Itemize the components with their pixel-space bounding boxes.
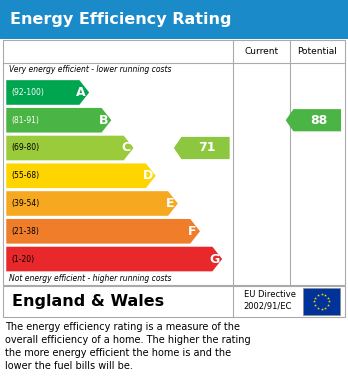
- Text: lower the fuel bills will be.: lower the fuel bills will be.: [5, 361, 133, 371]
- Text: (39-54): (39-54): [11, 199, 40, 208]
- Polygon shape: [6, 136, 134, 160]
- Polygon shape: [286, 109, 341, 131]
- Text: England & Wales: England & Wales: [12, 294, 164, 309]
- Text: overall efficiency of a home. The higher the rating: overall efficiency of a home. The higher…: [5, 335, 251, 345]
- Text: G: G: [209, 253, 219, 265]
- Bar: [3, 286, 345, 317]
- Text: D: D: [143, 169, 153, 182]
- Polygon shape: [174, 137, 230, 159]
- Text: Very energy efficient - lower running costs: Very energy efficient - lower running co…: [9, 65, 171, 74]
- Text: (69-80): (69-80): [11, 143, 40, 152]
- Text: 88: 88: [310, 114, 327, 127]
- Text: B: B: [98, 114, 108, 127]
- Text: Current: Current: [244, 47, 279, 56]
- Bar: [303, 288, 340, 315]
- Text: Not energy efficient - higher running costs: Not energy efficient - higher running co…: [9, 274, 171, 283]
- Text: (21-38): (21-38): [11, 227, 39, 236]
- Polygon shape: [6, 108, 111, 133]
- Text: (92-100): (92-100): [11, 88, 44, 97]
- Text: (55-68): (55-68): [11, 171, 40, 180]
- Text: (1-20): (1-20): [11, 255, 34, 264]
- Bar: [3, 40, 345, 285]
- Text: 71: 71: [199, 142, 216, 154]
- Polygon shape: [6, 80, 89, 105]
- Polygon shape: [6, 163, 156, 188]
- Text: C: C: [121, 142, 130, 154]
- Text: Energy Efficiency Rating: Energy Efficiency Rating: [10, 12, 232, 27]
- Text: F: F: [188, 225, 196, 238]
- Polygon shape: [6, 219, 200, 244]
- Text: A: A: [76, 86, 86, 99]
- Polygon shape: [6, 191, 178, 216]
- Text: (81-91): (81-91): [11, 116, 39, 125]
- Text: Potential: Potential: [297, 47, 337, 56]
- Text: The energy efficiency rating is a measure of the: The energy efficiency rating is a measur…: [5, 322, 240, 332]
- Polygon shape: [6, 247, 222, 271]
- Text: the more energy efficient the home is and the: the more energy efficient the home is an…: [5, 348, 231, 358]
- Text: 2002/91/EC: 2002/91/EC: [244, 301, 292, 311]
- Text: E: E: [166, 197, 174, 210]
- Bar: [0, 0, 348, 39]
- Text: EU Directive: EU Directive: [244, 290, 295, 299]
